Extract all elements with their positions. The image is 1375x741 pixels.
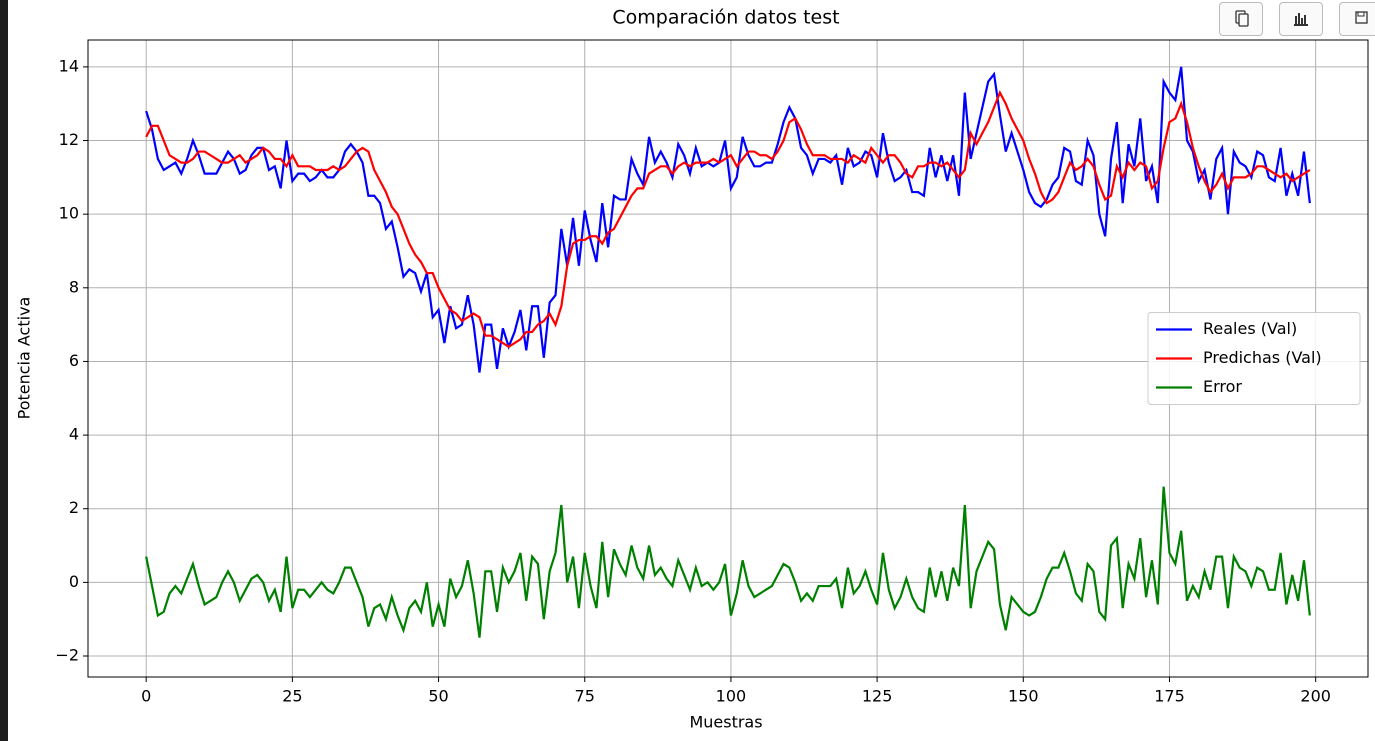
y-tick-label: 2: [69, 498, 79, 517]
y-tick-label: 12: [59, 130, 79, 149]
legend-label: Reales (Val): [1203, 319, 1297, 338]
legend-box: [1147, 312, 1361, 405]
copy-icon: [1235, 10, 1249, 27]
x-tick-label: 0: [141, 687, 151, 706]
chart-button[interactable]: [1279, 2, 1323, 36]
chart-title: Comparación datos test: [612, 7, 839, 29]
x-tick-label: 175: [1154, 687, 1185, 706]
chart-icon: [1294, 13, 1308, 26]
save-button[interactable]: [1339, 2, 1375, 36]
side-strip: [0, 0, 8, 741]
x-tick-label: 100: [716, 687, 747, 706]
plot-frame: [87, 39, 1369, 678]
y-tick-label: 0: [69, 572, 79, 591]
y-tick-label: 10: [59, 204, 79, 223]
x-tick-label: 75: [575, 687, 595, 706]
copy-button[interactable]: [1219, 2, 1263, 36]
series-line: [145, 90, 1311, 349]
y-tick-label: 14: [59, 56, 79, 75]
series-line: [145, 486, 1311, 638]
x-tick-label: 150: [1008, 687, 1039, 706]
legend-label: Error: [1203, 377, 1242, 396]
save-icon: [1355, 11, 1368, 24]
y-tick-label: −2: [55, 646, 79, 665]
y-tick-label: 8: [69, 277, 79, 296]
x-tick-label: 50: [428, 687, 448, 706]
y-tick-label: 4: [69, 425, 79, 444]
y-axis-label: Potencia Activa: [15, 297, 34, 420]
x-tick-label: 25: [282, 687, 302, 706]
y-tick-label: 6: [69, 351, 79, 370]
series-line: [145, 66, 1311, 373]
x-axis-label: Muestras: [689, 713, 762, 732]
x-tick-label: 125: [862, 687, 893, 706]
legend-label: Predichas (Val): [1203, 348, 1322, 367]
x-tick-label: 200: [1300, 687, 1331, 706]
